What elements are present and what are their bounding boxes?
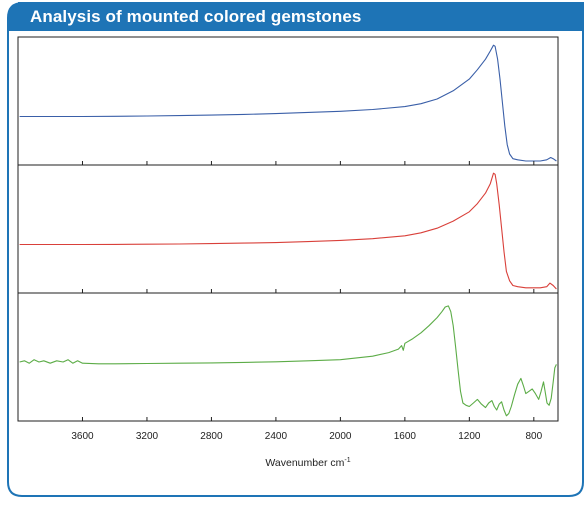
x-tick-label: 1600 bbox=[394, 431, 417, 442]
spectrum-line-red bbox=[19, 172, 557, 290]
plot-panel-3 bbox=[17, 292, 559, 422]
x-axis-label-exponent: -1 bbox=[344, 457, 350, 464]
spectrum-line-green bbox=[19, 305, 557, 417]
plot-panel-1 bbox=[17, 36, 559, 166]
x-axis-label: Wavenumber cm-1 bbox=[265, 457, 350, 469]
x-tick-label: 2800 bbox=[200, 431, 223, 442]
page-title: Analysis of mounted colored gemstones bbox=[30, 7, 362, 26]
header-bar bbox=[8, 3, 583, 31]
x-tick-label: 1200 bbox=[458, 431, 481, 442]
x-tick-label: 3200 bbox=[136, 431, 159, 442]
x-tick-label: 3600 bbox=[71, 431, 94, 442]
x-tick-label: 2000 bbox=[329, 431, 352, 442]
spectrum-line-blue bbox=[19, 44, 557, 162]
plot-panel-2 bbox=[17, 164, 559, 294]
outer-frame bbox=[7, 2, 584, 497]
x-tick-label: 800 bbox=[525, 431, 542, 442]
x-axis-label-base: Wavenumber cm bbox=[265, 457, 344, 469]
x-tick-label: 2400 bbox=[265, 431, 288, 442]
